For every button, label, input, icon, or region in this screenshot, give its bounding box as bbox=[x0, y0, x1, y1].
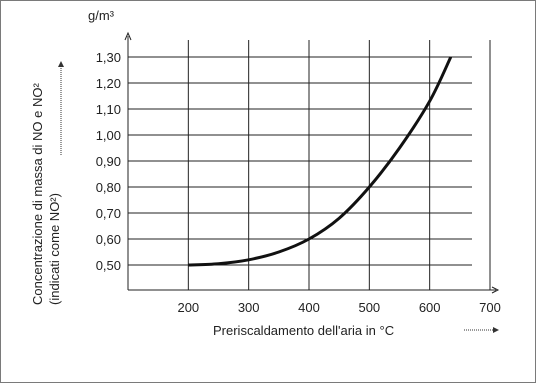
y-tick-label: 0,90 bbox=[96, 154, 121, 169]
y-tick-label: 1,20 bbox=[96, 76, 121, 91]
x-tick-label: 600 bbox=[419, 300, 441, 315]
y-tick-label: 1,30 bbox=[96, 50, 121, 65]
y-tick-label: 0,80 bbox=[96, 180, 121, 195]
x-axis-label-arrow-icon bbox=[493, 327, 499, 333]
x-tick-label: 500 bbox=[358, 300, 380, 315]
y-axis-arrow-icon bbox=[124, 31, 132, 41]
y-tick-labels: 1,30 1,20 1,10 1,00 0,90 0,80 0,70 0,60 0,50 bbox=[96, 50, 121, 273]
x-tick-label: 700 bbox=[479, 300, 501, 315]
y-axis-label-arrow bbox=[58, 61, 64, 155]
y-tick-label: 0,60 bbox=[96, 232, 121, 247]
y-axis-label-2: (indicati come NO²) bbox=[47, 193, 62, 305]
y-axis-label-group: Concentrazione di massa di NO e NO² (ind… bbox=[30, 83, 62, 305]
y-tick-label: 1,10 bbox=[96, 102, 121, 117]
x-tick-label: 400 bbox=[298, 300, 320, 315]
y-unit-label: g/m³ bbox=[88, 8, 115, 23]
x-axis-arrow-icon bbox=[491, 286, 500, 294]
grid bbox=[128, 40, 491, 290]
y-tick-label: 1,00 bbox=[96, 128, 121, 143]
x-axis-label: Preriscaldamento dell'aria in °C bbox=[213, 323, 394, 338]
y-tick-label: 0,70 bbox=[96, 206, 121, 221]
series-line bbox=[188, 56, 453, 267]
x-tick-label: 300 bbox=[238, 300, 260, 315]
x-tick-labels: 200 300 400 500 600 700 bbox=[177, 300, 500, 315]
x-tick-label: 200 bbox=[177, 300, 199, 315]
axes bbox=[124, 31, 500, 294]
y-axis-label: Concentrazione di massa di NO e NO² bbox=[30, 83, 45, 305]
y-axis-label-arrow-icon bbox=[58, 61, 64, 67]
y-tick-label: 0,50 bbox=[96, 258, 121, 273]
series bbox=[188, 56, 453, 267]
x-axis-label-group: Preriscaldamento dell'aria in °C bbox=[213, 323, 499, 338]
